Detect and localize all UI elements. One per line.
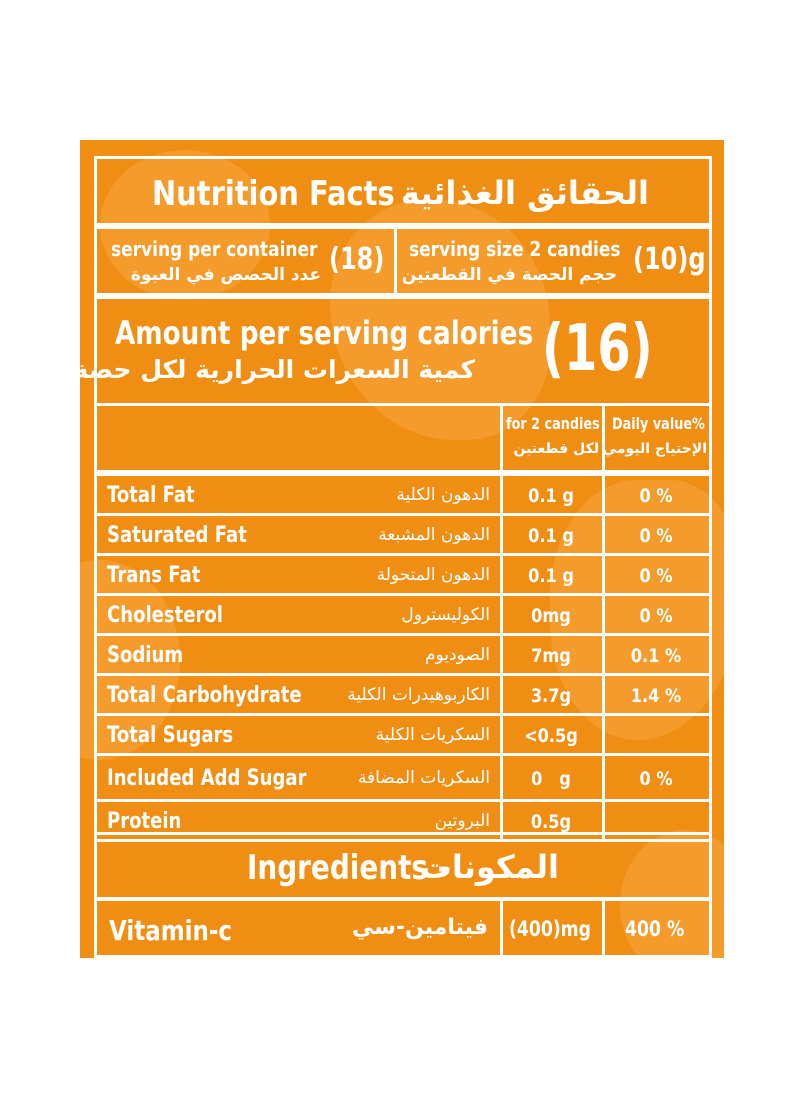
nutrient-label-ar: السكريات الكلية [375, 725, 490, 745]
nutrient-label-en: Trans Fat [107, 563, 201, 588]
vitamin-amount: (400)mg [509, 917, 591, 941]
ingredients-row: Ingredients - المكونات [94, 832, 712, 900]
nutrient-row-dv-cell: 0 % [602, 513, 712, 556]
nutrient-row-dv-cell: 0.1 % [602, 633, 712, 676]
nutrient-amount: <0.5g [524, 724, 578, 747]
nutrient-daily-value: 1.4 % [630, 684, 682, 707]
nutrient-row-label-cell: Total Fat الدهون الكلية [94, 473, 503, 516]
nutrient-label-en: Sodium [107, 643, 184, 668]
nutrient-label-en: Total Fat [107, 483, 195, 508]
nutrient-label-ar: البروتين [434, 811, 490, 831]
background-blob [330, 200, 550, 440]
serving-per-container-ar: عدد الحصص في العبوة [130, 265, 321, 285]
calories-value: (16) [542, 312, 653, 386]
nutrient-row-label-cell: Trans Fat الدهون المتحولة [94, 553, 503, 596]
vitamin-ar: فيتامين-سي [351, 915, 488, 940]
nutrient-amount: 0.1 g [528, 484, 574, 507]
nutrient-row-label-cell: Included Add Sugar السكريات المضافة [94, 753, 503, 802]
title-row: Nutrition Facts - الحقائق الغذائية [94, 156, 712, 226]
nutrient-amount: 0.5g [530, 810, 572, 833]
nutrient-label-en: Protein [107, 809, 182, 834]
nutrient-amount: 0.1 g [528, 524, 574, 547]
nutrient-row-amount-cell: 3.7g [500, 673, 605, 716]
nutrient-label-en: Cholesterol [107, 603, 223, 628]
nutrient-daily-value: 0 % [639, 604, 673, 627]
vitamin-amount-cell: (400)mg [500, 898, 605, 958]
calories-ar: كمية السعرات الحرارية لكل حصة [80, 355, 475, 384]
nutrient-label-en: Total Carbohydrate [107, 683, 302, 708]
nutrient-label-ar: السكريات المضافة [357, 768, 490, 788]
serving-size-cell: serving size 2 candies حجم الحصة في القط… [394, 226, 712, 296]
nutrient-label-ar: الدهون المتحولة [376, 565, 490, 585]
column-header-amount-cell: for 2 candies لكل قطعتين [500, 403, 605, 473]
column-header-dv-ar: الإحتياج اليومي [602, 441, 707, 457]
column-header-amount-ar: لكل قطعتين [513, 441, 599, 457]
vitamin-dv-cell: 400 % [602, 898, 712, 958]
nutrient-row-label-cell: Total Carbohydrate الكاربوهيدرات الكلية [94, 673, 503, 716]
vitamin-en: Vitamin-c [109, 914, 232, 947]
serving-per-container-cell: serving per container عدد الحصص في العبو… [94, 226, 397, 296]
title-ar: الحقائق الغذائية [400, 174, 649, 212]
serving-size-ar: حجم الحصة في القطعتين [401, 265, 617, 285]
nutrient-row-amount-cell: 0 g [500, 753, 605, 802]
nutrient-row-amount-cell: 0.1 g [500, 513, 605, 556]
nutrient-row-amount-cell: 0mg [500, 593, 605, 636]
nutrient-daily-value: 0 % [639, 564, 673, 587]
ingredients-en: Ingredients - [247, 848, 450, 888]
nutrient-row-label-cell: Total Sugars السكريات الكلية [94, 713, 503, 756]
nutrient-amount: 0.1 g [528, 564, 574, 587]
nutrient-daily-value: 0.1 % [630, 644, 682, 667]
nutrition-label: Nutrition Facts - الحقائق الغذائية servi… [80, 140, 724, 958]
nutrient-row-dv-cell: 0 % [602, 753, 712, 802]
column-header-label-cell [94, 403, 503, 473]
nutrient-amount: 7mg [531, 644, 571, 667]
nutrient-row-dv-cell [602, 799, 712, 842]
nutrient-label-en: Saturated Fat [107, 523, 247, 548]
nutrient-daily-value: 0 % [639, 484, 673, 507]
nutrient-amount: 0mg [531, 604, 571, 627]
column-header-dv-cell: Daily value% الإحتياج اليومي [602, 403, 712, 473]
nutrient-row-label-cell: Cholesterol الكوليسترول [94, 593, 503, 636]
column-header-amount-en: for 2 candies [506, 414, 600, 433]
nutrient-row-dv-cell: 1.4 % [602, 673, 712, 716]
nutrient-row-label-cell: Sodium الصوديوم [94, 633, 503, 676]
background-blob [550, 480, 724, 740]
calories-row: Amount per serving calories كمية السعرات… [80, 296, 712, 406]
nutrient-row-dv-cell: 0 % [602, 473, 712, 516]
serving-size-en: serving size 2 candies [409, 237, 621, 261]
vitamin-label-cell: Vitamin-c فيتامين-سي [94, 898, 503, 958]
calories-en: Amount per serving calories [115, 314, 534, 352]
nutrient-label-ar: الكاربوهيدرات الكلية [347, 685, 490, 705]
nutrient-daily-value: 0 % [639, 767, 673, 790]
nutrient-label-en: Included Add Sugar [107, 766, 307, 791]
nutrient-row-amount-cell: 0.1 g [500, 553, 605, 596]
nutrient-row-dv-cell [602, 713, 712, 756]
serving-per-container-value: (18) [329, 242, 385, 277]
title-en: Nutrition Facts - [152, 174, 417, 214]
nutrient-row-dv-cell: 0 % [602, 553, 712, 596]
column-header-dv-en: Daily value% [612, 414, 705, 433]
nutrient-row-amount-cell: 0.1 g [500, 473, 605, 516]
nutrient-row-amount-cell: 7mg [500, 633, 605, 676]
serving-size-value: (10)g [633, 242, 706, 277]
nutrient-row-label-cell: Saturated Fat الدهون المشبعة [94, 513, 503, 556]
nutrient-label-en: Total Sugars [107, 723, 234, 748]
serving-per-container-en: serving per container [111, 237, 318, 261]
nutrient-amount: 3.7g [530, 684, 572, 707]
nutrient-label-ar: الكوليسترول [401, 605, 490, 625]
nutrient-row-dv-cell: 0 % [602, 593, 712, 636]
nutrient-row-amount-cell: <0.5g [500, 713, 605, 756]
nutrient-daily-value: 0 % [639, 524, 673, 547]
ingredients-ar: المكونات [419, 848, 559, 886]
vitamin-dv: 400 % [625, 917, 685, 941]
nutrient-label-ar: الدهون الكلية [396, 485, 490, 505]
nutrient-label-ar: الدهون المشبعة [378, 525, 490, 545]
nutrient-label-ar: الصوديوم [424, 645, 490, 665]
nutrient-amount: 0 g [531, 767, 571, 790]
